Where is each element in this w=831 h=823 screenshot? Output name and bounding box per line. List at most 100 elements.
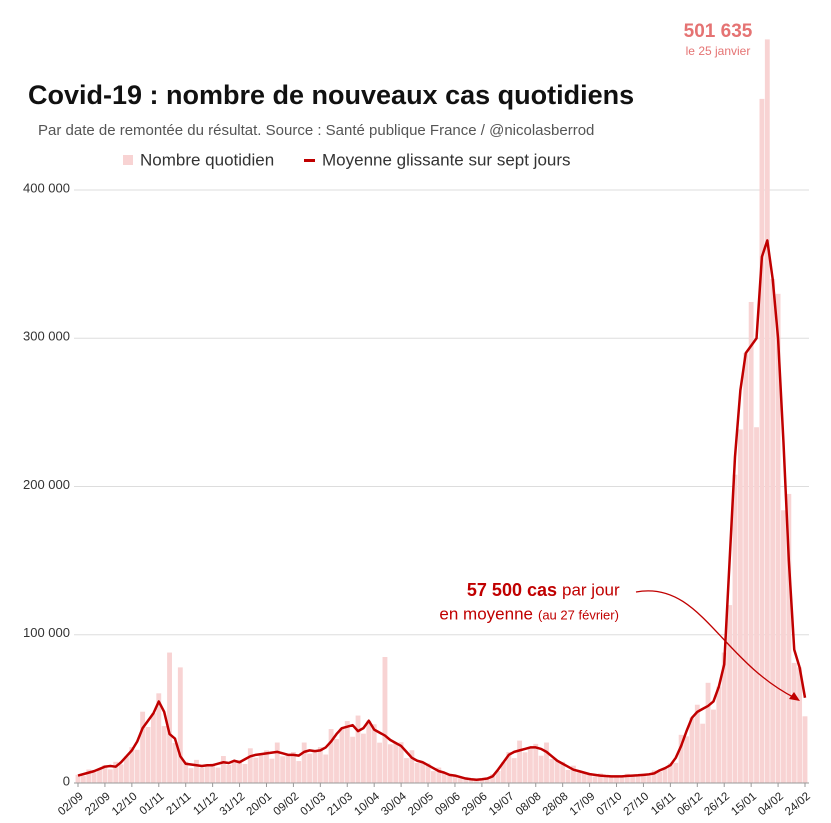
bar	[414, 762, 420, 783]
bar	[334, 738, 339, 783]
bar	[91, 772, 97, 783]
y-tick-label: 0	[63, 773, 70, 788]
bar	[430, 771, 436, 783]
bar	[754, 427, 759, 783]
bar	[156, 693, 162, 783]
bar	[167, 652, 172, 783]
bar	[307, 753, 312, 783]
bar	[576, 772, 582, 783]
y-tick-label: 200 000	[23, 477, 70, 492]
legend-label: Moyenne glissante sur sept jours	[322, 150, 571, 169]
x-tick-label: 08/08	[514, 790, 544, 818]
annotation: par jour	[562, 580, 620, 599]
bar	[226, 764, 232, 783]
legend-label: Nombre quotidien	[140, 150, 274, 169]
annotation: 501 635	[684, 21, 753, 42]
bar	[571, 765, 576, 783]
x-tick-label: 12/10	[110, 790, 140, 818]
x-tick-label: 10/04	[352, 790, 382, 818]
bar	[501, 762, 506, 783]
bar	[312, 751, 318, 783]
bar	[678, 734, 684, 783]
bar	[463, 777, 469, 783]
annotation: le 25 janvier	[686, 44, 751, 58]
bar	[237, 760, 242, 783]
bar	[527, 747, 533, 783]
bar	[280, 756, 286, 783]
bar	[490, 774, 496, 783]
x-tick-label: 21/03	[325, 790, 355, 818]
bar	[172, 742, 178, 783]
bar	[560, 761, 566, 783]
legend-swatch	[304, 159, 315, 162]
bar	[387, 744, 393, 783]
bar	[587, 773, 593, 783]
bar	[129, 747, 135, 783]
bar	[630, 776, 636, 783]
bar	[140, 711, 146, 783]
bar	[253, 757, 259, 783]
bar	[506, 752, 512, 783]
bar	[657, 771, 663, 783]
x-tick-label: 17/09	[568, 790, 598, 818]
bar	[447, 774, 453, 783]
bar	[468, 779, 474, 783]
bar	[689, 717, 695, 783]
bar	[199, 767, 205, 783]
bar	[188, 768, 194, 783]
bar	[635, 775, 641, 783]
bar	[177, 667, 183, 783]
x-tick-label: 07/10	[595, 790, 625, 818]
bar	[317, 747, 323, 783]
bar	[716, 686, 722, 783]
x-tick-label: 29/06	[460, 790, 490, 818]
bar	[393, 742, 399, 783]
bar	[323, 754, 329, 783]
bar	[597, 773, 603, 783]
bar	[107, 769, 113, 783]
bar	[522, 752, 528, 783]
bar	[204, 765, 210, 783]
chart-title: Covid-19 : nombre de nouveaux cas quotid…	[28, 80, 634, 110]
bar	[301, 742, 307, 783]
bar	[791, 662, 797, 783]
bar	[328, 729, 334, 783]
x-tick-label: 30/04	[379, 790, 409, 818]
bar	[732, 474, 738, 783]
bar	[296, 761, 302, 783]
bar	[554, 760, 560, 783]
bar	[721, 652, 727, 783]
bar	[743, 353, 749, 783]
bar	[797, 667, 803, 783]
bar	[210, 763, 216, 783]
bar	[538, 755, 544, 783]
bar	[457, 778, 463, 783]
x-tick-label: 27/10	[622, 790, 652, 818]
bar	[662, 768, 668, 783]
bar	[409, 750, 415, 783]
bar	[684, 736, 689, 783]
bar	[366, 720, 372, 783]
x-tick-label: 20/01	[245, 790, 275, 818]
bar	[673, 762, 679, 783]
bar	[382, 657, 388, 783]
bar	[711, 709, 716, 783]
bar	[269, 758, 275, 783]
bar	[651, 770, 657, 783]
legend-swatch	[123, 155, 133, 165]
bar	[565, 769, 571, 783]
bar	[264, 750, 269, 783]
bar	[441, 773, 447, 783]
bar	[215, 767, 221, 783]
bar	[452, 774, 458, 783]
bar	[775, 293, 781, 783]
bar	[420, 762, 426, 783]
bar	[86, 769, 92, 783]
bar	[290, 752, 296, 783]
bar	[544, 742, 549, 783]
bar	[608, 776, 614, 783]
bar	[436, 767, 442, 783]
bar	[145, 726, 151, 783]
bar	[802, 716, 808, 783]
